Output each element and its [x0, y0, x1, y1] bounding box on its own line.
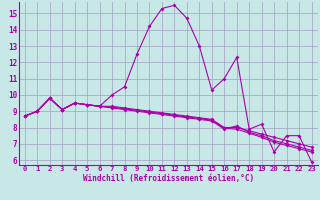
X-axis label: Windchill (Refroidissement éolien,°C): Windchill (Refroidissement éolien,°C) — [83, 174, 254, 183]
